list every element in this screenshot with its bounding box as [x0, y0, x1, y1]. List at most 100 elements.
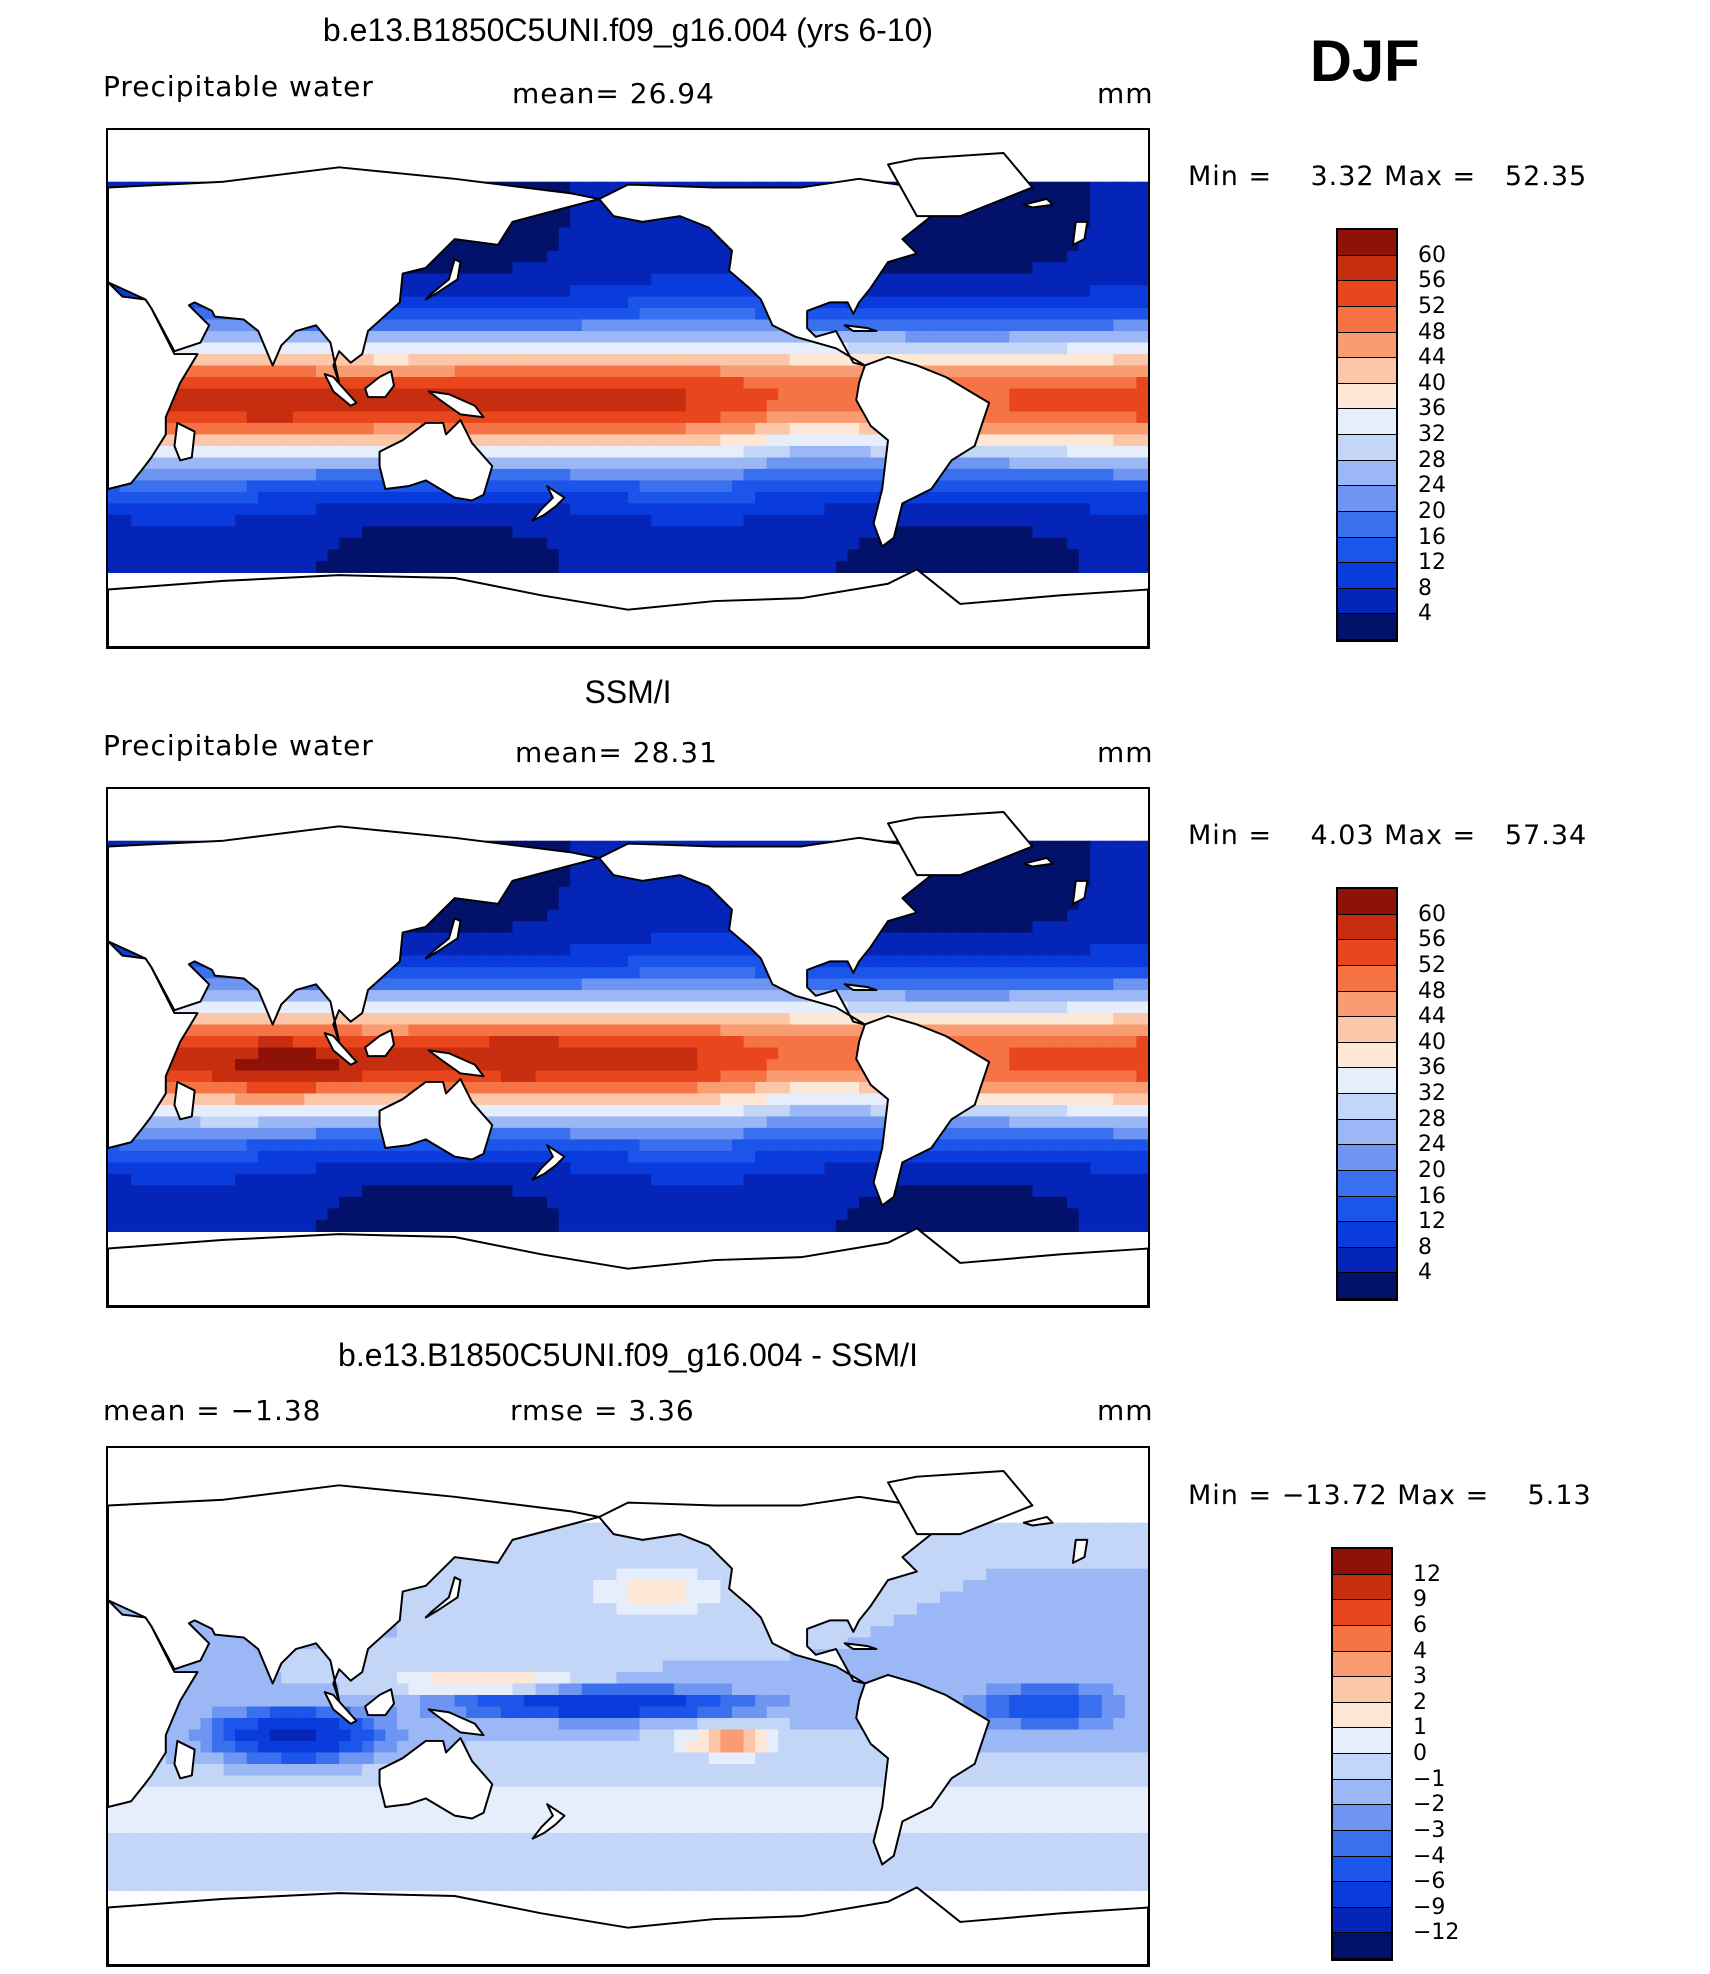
field-cell	[350, 388, 363, 401]
field-cell	[373, 491, 386, 505]
field-cell	[396, 1070, 410, 1083]
field-cell	[512, 560, 525, 573]
field-cell	[1055, 840, 1068, 853]
field-cell	[951, 1024, 964, 1037]
field-cell	[974, 921, 987, 934]
field-cell	[212, 354, 225, 367]
field-cell	[570, 388, 583, 401]
field-cell	[477, 1024, 490, 1037]
field-cell	[963, 468, 976, 481]
field-cell	[304, 457, 317, 470]
field-cell	[1032, 181, 1045, 194]
field-cell	[1044, 967, 1057, 980]
field-cell	[812, 422, 826, 436]
field-cell	[1020, 514, 1034, 528]
field-cell	[1044, 445, 1057, 459]
field-cell	[200, 1035, 213, 1049]
field-cell	[732, 296, 745, 309]
field-cell	[570, 840, 583, 853]
field-cell	[720, 1013, 733, 1026]
field-cell	[1101, 319, 1114, 332]
field-cell	[755, 526, 768, 539]
field-cell	[1009, 886, 1022, 899]
field-cell	[1044, 480, 1057, 493]
field-cell	[1136, 319, 1148, 332]
field-cell	[131, 503, 144, 516]
field-cell	[1124, 491, 1138, 505]
field-cell	[373, 1059, 386, 1072]
field-cell	[269, 503, 282, 516]
field-cell	[708, 445, 722, 459]
field-cell	[1067, 1059, 1080, 1072]
field-cell	[108, 560, 121, 573]
field-cell	[674, 308, 687, 321]
field-cell	[940, 549, 953, 562]
field-cell	[1044, 457, 1057, 470]
field-cell	[593, 875, 606, 888]
field-cell	[1090, 388, 1103, 401]
field-cell	[859, 480, 872, 493]
field-cell	[951, 319, 964, 332]
field-cell	[420, 331, 433, 344]
field-cell	[570, 526, 583, 539]
field-cell	[200, 342, 213, 355]
field-cell	[1136, 331, 1148, 344]
field-cell	[847, 514, 860, 528]
field-cell	[581, 840, 594, 853]
field-cell	[131, 549, 144, 562]
field-cell	[882, 978, 895, 991]
field-cell	[940, 491, 953, 505]
field-cell	[604, 354, 618, 367]
landmass	[378, 419, 494, 502]
field-cell	[1101, 365, 1114, 378]
field-cell	[847, 491, 860, 505]
field-cell	[951, 468, 964, 481]
field-cell	[1044, 250, 1057, 263]
field-cell	[593, 262, 606, 275]
field-cell	[662, 285, 675, 298]
field-cell	[466, 955, 479, 968]
field-cell	[443, 319, 456, 332]
field-cell	[951, 932, 964, 945]
field-cell	[986, 503, 999, 516]
field-cell	[1124, 852, 1138, 865]
field-cell	[1044, 422, 1057, 436]
field-cell	[246, 1001, 259, 1014]
field-cell	[951, 886, 964, 899]
field-cell	[593, 273, 606, 286]
field-cell	[1044, 491, 1057, 505]
field-cell	[466, 921, 479, 934]
field-cell	[524, 526, 537, 539]
field-cell	[466, 944, 479, 957]
field-cell	[674, 365, 687, 378]
field-cell	[292, 376, 306, 390]
field-cell	[986, 1047, 999, 1060]
field-cell	[477, 422, 490, 436]
field-cell	[269, 411, 282, 424]
field-cell	[489, 354, 502, 367]
field-cell	[1067, 852, 1080, 865]
field-cell	[420, 560, 433, 573]
field-cell	[1009, 1024, 1022, 1037]
field-cell	[697, 921, 710, 934]
field-cell	[824, 1013, 837, 1026]
field-cell	[732, 1024, 745, 1037]
field-cell	[755, 319, 768, 332]
field-cell	[986, 1001, 999, 1014]
field-cell	[951, 457, 964, 470]
field-cell	[1124, 193, 1138, 206]
field-cell	[963, 967, 976, 980]
field-cell	[732, 503, 745, 516]
field-cell	[812, 411, 826, 424]
field-cell	[524, 445, 537, 459]
field-cell	[997, 491, 1010, 505]
field-cell	[997, 354, 1010, 367]
field-cell	[836, 978, 849, 991]
field-cell	[558, 1047, 571, 1060]
field-cell	[396, 1024, 410, 1037]
field-cell	[662, 514, 675, 528]
field-cell	[940, 990, 953, 1003]
field-cell	[1136, 342, 1148, 355]
field-cell	[1101, 967, 1114, 980]
field-cell	[997, 503, 1010, 516]
